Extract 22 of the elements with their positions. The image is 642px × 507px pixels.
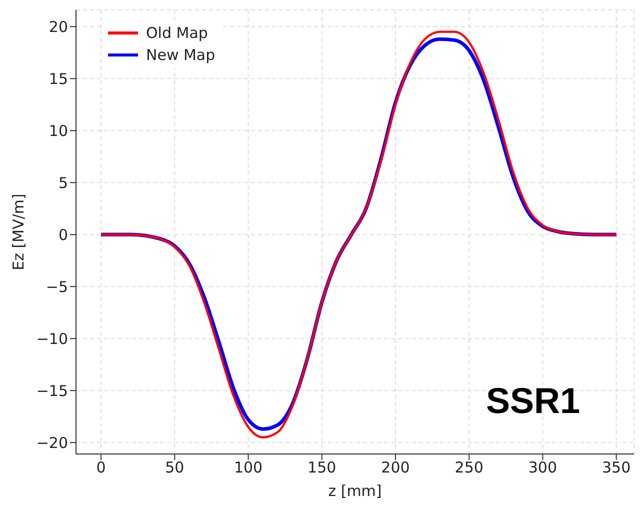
y-tick-label: −5 [46, 278, 68, 296]
x-tick-label: 150 [308, 458, 336, 477]
x-tick-label: 250 [454, 458, 484, 477]
legend-label: Old Map [146, 23, 208, 44]
x-axis-title: z [mm] [328, 482, 382, 500]
x-tick-label: 50 [165, 458, 184, 477]
y-tick-label: 10 [48, 122, 68, 140]
y-tick-label: −20 [36, 434, 68, 452]
y-tick-label: 0 [58, 226, 68, 244]
x-tick-label: 200 [381, 458, 410, 477]
y-axis-title: Ez [MV/m] [9, 194, 28, 270]
annotation: SSR1 [486, 380, 580, 422]
y-tick-label: 5 [58, 174, 68, 192]
y-tick-label: −10 [36, 330, 68, 348]
y-tick-label: −15 [36, 382, 68, 400]
x-tick-label: 300 [528, 458, 558, 477]
x-tick-label: 100 [234, 458, 263, 477]
y-tick-label: 20 [48, 18, 68, 36]
x-tick-label: 0 [96, 458, 106, 477]
x-tick-label: 350 [602, 458, 631, 477]
legend-label: New Map [146, 45, 216, 66]
y-tick-label: 15 [48, 70, 68, 88]
